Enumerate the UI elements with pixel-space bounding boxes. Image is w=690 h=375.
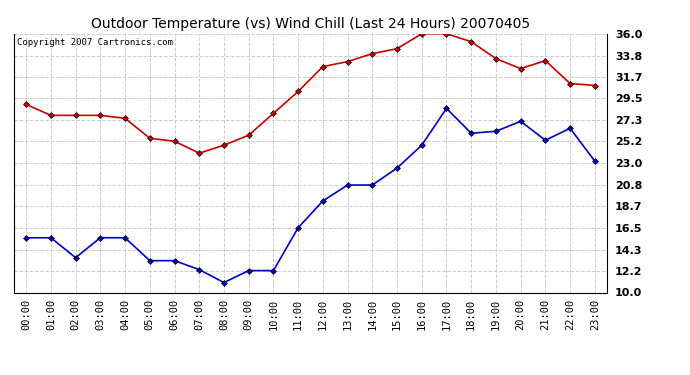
Title: Outdoor Temperature (vs) Wind Chill (Last 24 Hours) 20070405: Outdoor Temperature (vs) Wind Chill (Las… bbox=[91, 17, 530, 31]
Text: Copyright 2007 Cartronics.com: Copyright 2007 Cartronics.com bbox=[17, 38, 172, 46]
